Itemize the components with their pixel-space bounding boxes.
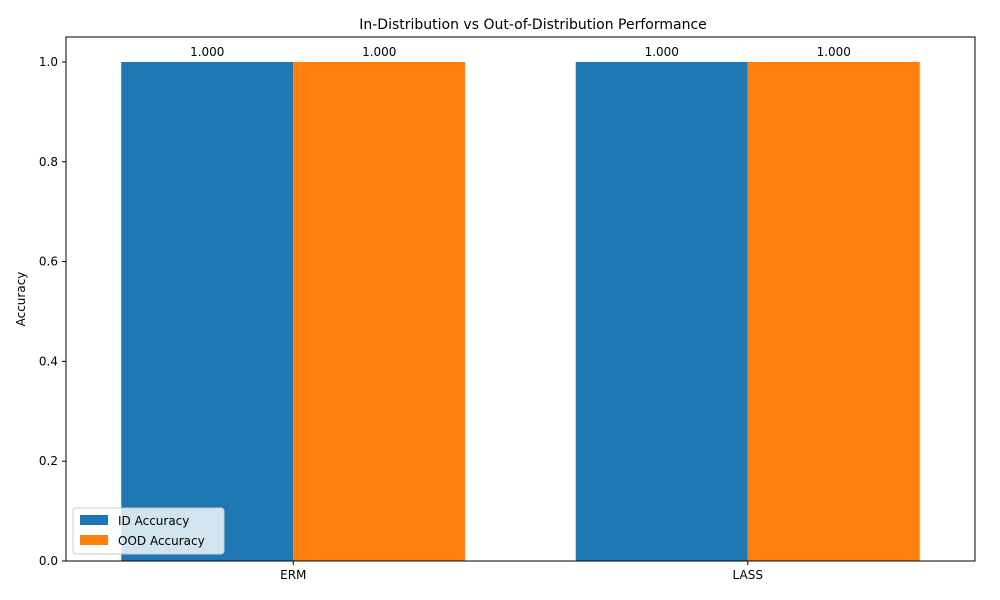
y-tick-label: 0.0: [39, 554, 58, 568]
y-tick-label: 0.6: [39, 255, 58, 269]
y-tick-label: 0.4: [39, 354, 58, 368]
bar-value-label: 1.000: [190, 45, 224, 59]
legend: ID Accuracy OOD Accuracy: [72, 507, 225, 555]
legend-label: OOD Accuracy: [118, 534, 205, 548]
legend-label: ID Accuracy: [118, 514, 189, 528]
legend-swatch: [80, 535, 108, 545]
plot-frame: [65, 36, 976, 562]
y-tick-label: 1.0: [39, 55, 58, 69]
bar-erm-id-accuracy: [121, 61, 294, 561]
legend-box: [72, 507, 225, 555]
bar-value-label: 1.000: [362, 45, 396, 59]
y-axis-label: Accuracy: [14, 272, 28, 327]
bar-labels-group: 1.000 1.000 1.000 1.000: [190, 45, 851, 59]
legend-swatch: [80, 515, 108, 525]
x-axis-ticks: ERM LASS: [280, 561, 763, 582]
bar-lass-id-accuracy: [575, 61, 748, 561]
y-tick-label: 0.8: [39, 155, 58, 169]
bar-value-label: 1.000: [645, 45, 679, 59]
bars-group: [121, 61, 920, 561]
bar-value-label: 1.000: [817, 45, 851, 59]
bar-lass-ood-accuracy: [747, 61, 920, 561]
x-tick-label: LASS: [733, 568, 763, 582]
chart-title: In-Distribution vs Out-of-Distribution P…: [359, 17, 707, 33]
x-tick-label: ERM: [280, 568, 306, 582]
y-axis-ticks: 0.0 0.2 0.4 0.6 0.8 1.0: [39, 55, 66, 568]
bar-erm-ood-accuracy: [293, 61, 466, 561]
y-tick-label: 0.2: [39, 454, 58, 468]
